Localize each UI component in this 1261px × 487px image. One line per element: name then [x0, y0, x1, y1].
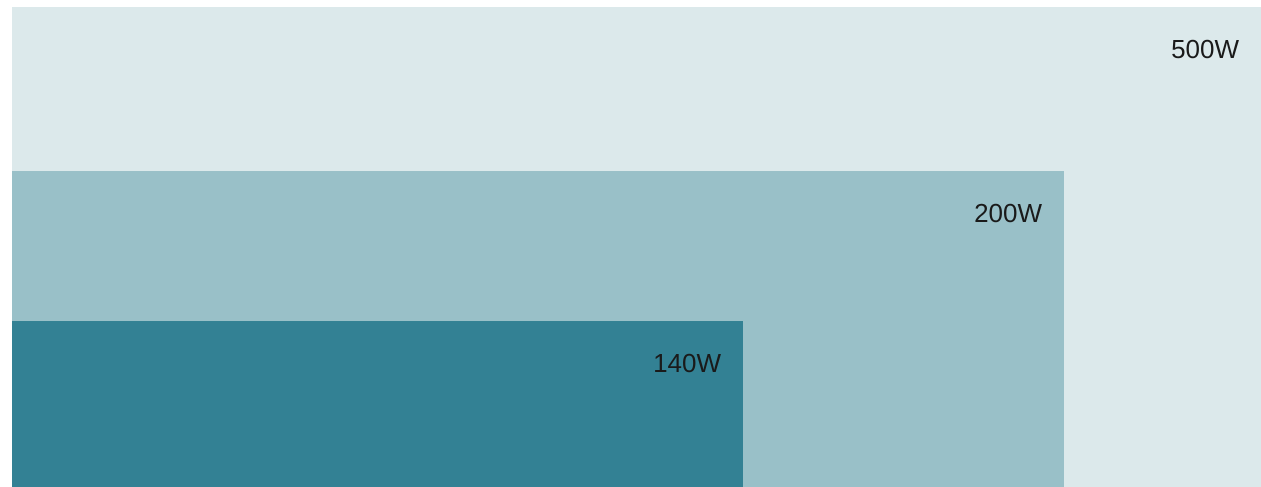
label-500w: 500W [1171, 34, 1239, 64]
label-140w: 140W [653, 348, 721, 378]
box-140w [12, 321, 743, 487]
power-boxes [12, 7, 1261, 487]
power-labels: 500W 200W 140W [653, 34, 1239, 378]
label-200w: 200W [974, 198, 1042, 228]
